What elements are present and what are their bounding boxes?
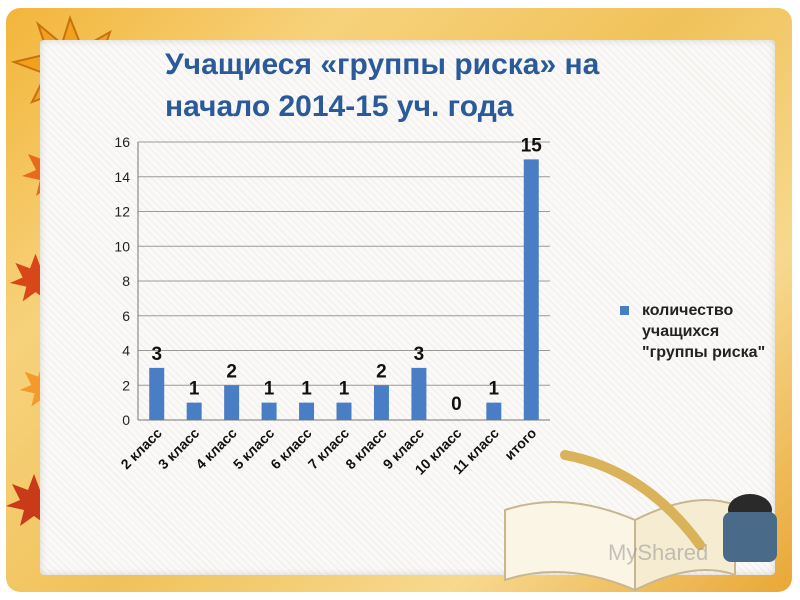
bar (261, 402, 277, 420)
bar (299, 402, 315, 420)
bar (149, 367, 165, 420)
data-label: 1 (301, 379, 312, 400)
slide-paper (40, 40, 775, 575)
title-line-2: начало 2014-15 уч. года (165, 90, 514, 123)
data-label: 2 (226, 361, 237, 382)
legend-swatch (620, 306, 629, 315)
y-tick-label: 2 (122, 377, 130, 393)
data-label: 1 (189, 379, 200, 400)
data-label: 15 (521, 135, 543, 156)
data-label: 3 (414, 344, 425, 365)
y-tick-label: 10 (114, 238, 130, 254)
title-line-1: Учащиеся «группы риска» на (165, 48, 600, 81)
bar (224, 385, 240, 420)
y-tick-label: 16 (114, 134, 130, 150)
book-and-quill-icon (504, 450, 777, 592)
y-tick-label: 14 (114, 169, 130, 185)
bar (373, 385, 389, 420)
data-label: 1 (489, 379, 500, 400)
bar (336, 402, 352, 420)
y-tick-label: 0 (122, 412, 130, 428)
bar (186, 402, 202, 420)
data-label: 2 (376, 361, 387, 382)
data-label: 0 (451, 394, 462, 415)
y-tick-label: 8 (122, 273, 130, 289)
page-title: Учащиеся «группы риска» на начало 2014-1… (165, 44, 725, 128)
y-tick-label: 12 (114, 204, 130, 220)
y-tick-label: 4 (122, 343, 130, 359)
data-label: 1 (264, 379, 275, 400)
data-label: 1 (339, 379, 350, 400)
bar (486, 402, 502, 420)
legend-label: количество учащихся "группы риска" (642, 302, 766, 361)
watermark: MyShared (608, 540, 709, 565)
y-tick-label: 6 (122, 308, 130, 324)
bar (523, 159, 539, 420)
data-label: 3 (151, 344, 162, 365)
bar (411, 367, 427, 420)
